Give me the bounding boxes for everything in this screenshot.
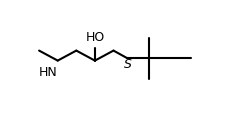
Text: HO: HO	[85, 31, 104, 44]
Text: S: S	[123, 58, 131, 71]
Text: HN: HN	[39, 66, 58, 79]
